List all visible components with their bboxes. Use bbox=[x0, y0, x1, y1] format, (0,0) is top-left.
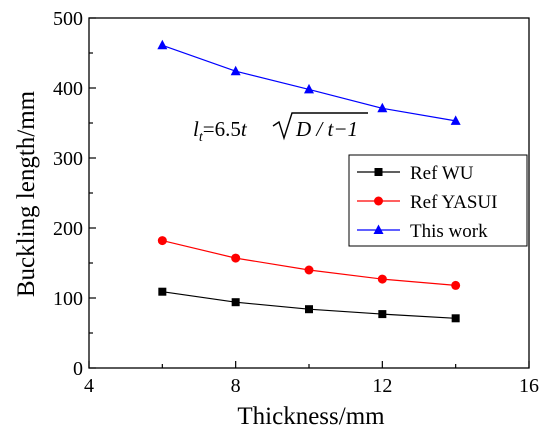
plot-layer bbox=[157, 39, 461, 323]
y-tick-label: 200 bbox=[53, 218, 83, 240]
series-line-this-work bbox=[162, 44, 456, 122]
series-line-ref-yasui bbox=[162, 240, 456, 286]
data-point-ref-yasui bbox=[377, 274, 387, 284]
data-point-ref-yasui bbox=[157, 236, 167, 246]
legend-marker-ref-yasui bbox=[374, 196, 383, 206]
legend-label-ref-wu: Ref WU bbox=[410, 163, 474, 184]
y-tick-label: 100 bbox=[53, 288, 83, 310]
formula-variable: t bbox=[241, 117, 248, 141]
legend: Ref WU Ref YASUI This work bbox=[348, 154, 528, 247]
data-point-ref-wu bbox=[378, 310, 387, 319]
formula-symbol: l bbox=[193, 117, 199, 141]
y-axis-title: Buckling length/mm bbox=[13, 90, 40, 297]
y-tick-label: 500 bbox=[53, 8, 83, 30]
svg-text:lt=6.5t: lt=6.5t bbox=[193, 117, 248, 145]
data-point-ref-yasui bbox=[451, 280, 461, 290]
x-tick-label: 4 bbox=[84, 375, 94, 397]
data-point-this-work bbox=[157, 39, 168, 50]
legend-label-ref-yasui: Ref YASUI bbox=[410, 192, 497, 213]
data-point-ref-wu bbox=[305, 305, 313, 314]
x-tick-label: 12 bbox=[372, 375, 392, 397]
formula-annotation: lt=6.5t D / t−1 bbox=[193, 112, 368, 145]
data-point-ref-yasui bbox=[304, 265, 314, 275]
y-tick-label: 0 bbox=[73, 358, 83, 380]
x-tick-label: 8 bbox=[231, 375, 241, 397]
formula-subscript: t bbox=[199, 130, 204, 145]
x-tick-label: 16 bbox=[519, 375, 539, 397]
series-line-ref-wu bbox=[162, 291, 456, 319]
legend-marker-this-work bbox=[373, 224, 384, 234]
legend-label-this-work: This work bbox=[410, 221, 488, 242]
data-point-this-work bbox=[450, 115, 461, 125]
x-axis-title: Thickness/mm bbox=[237, 403, 385, 430]
data-point-this-work bbox=[230, 65, 241, 76]
data-point-ref-wu bbox=[231, 298, 240, 307]
legend-marker-ref-wu bbox=[374, 168, 383, 176]
radical-sign bbox=[272, 112, 368, 141]
data-point-ref-yasui bbox=[231, 253, 241, 263]
y-tick-label: 400 bbox=[53, 78, 83, 100]
data-point-this-work bbox=[377, 102, 388, 113]
formula-coefficient: =6.5 bbox=[203, 117, 241, 141]
y-tick-label: 300 bbox=[53, 148, 83, 170]
data-point-this-work bbox=[304, 83, 314, 94]
data-point-ref-wu bbox=[451, 314, 460, 323]
data-point-ref-wu bbox=[158, 287, 167, 296]
axes-layer: 4 8 12 16 0 100 200 300 400 500 bbox=[53, 8, 539, 397]
formula-radicand: D / t−1 bbox=[295, 117, 358, 141]
